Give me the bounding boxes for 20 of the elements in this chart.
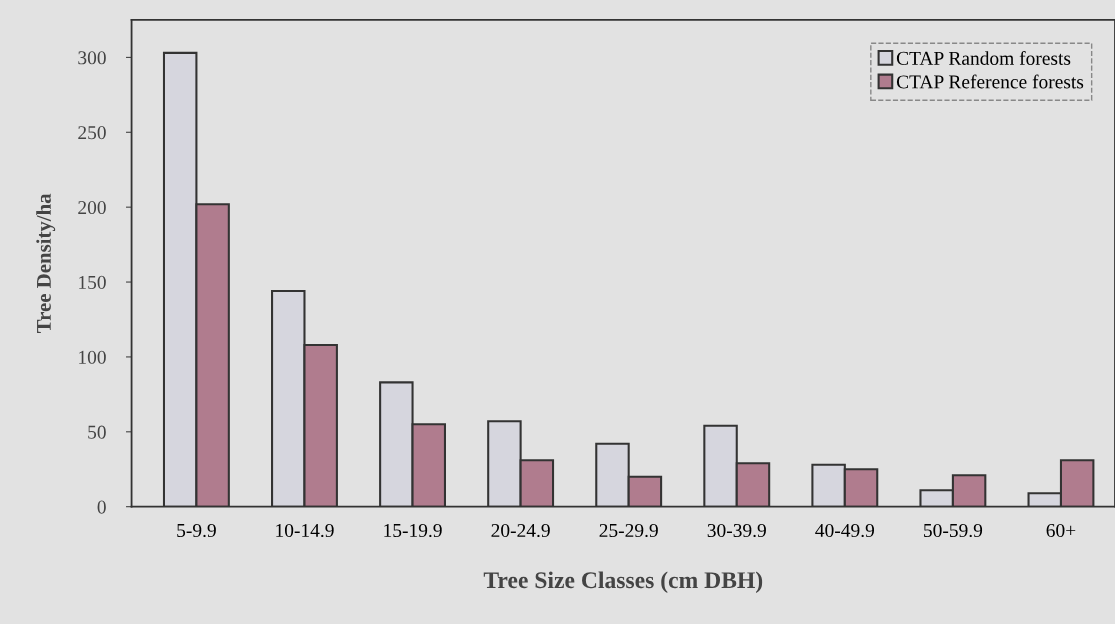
x-tick-label: 30-39.9: [707, 523, 766, 538]
y-tick-label: 150: [79, 275, 106, 289]
x-tick-label: 60+: [1046, 523, 1076, 538]
y-tick-label: 100: [79, 350, 106, 364]
y-tick-label: 0: [97, 500, 106, 514]
y-tick-label: 250: [78, 126, 106, 140]
x-axis-title: Tree Size Classes (cm DBH): [483, 571, 763, 593]
y-tick-label: 300: [78, 51, 106, 65]
x-tick-label: 5-9.9: [177, 523, 216, 538]
legend-label: CTAP Random forests: [896, 51, 1071, 65]
y-axis-title: Tree Density/ha: [36, 193, 56, 333]
x-tick-label: 50-59.9: [924, 523, 983, 538]
x-tick-label: 20-24.9: [491, 523, 550, 538]
legend-label: CTAP Reference forests: [896, 74, 1084, 89]
x-tick-label: 25-29.9: [599, 523, 658, 538]
x-tick-label: 10-14.9: [276, 523, 334, 538]
y-tick-label: 200: [78, 200, 106, 215]
x-tick-label: 40-49.9: [815, 523, 874, 538]
y-tick-label: 50: [88, 425, 106, 439]
x-tick-label: 15-19.9: [384, 523, 442, 538]
